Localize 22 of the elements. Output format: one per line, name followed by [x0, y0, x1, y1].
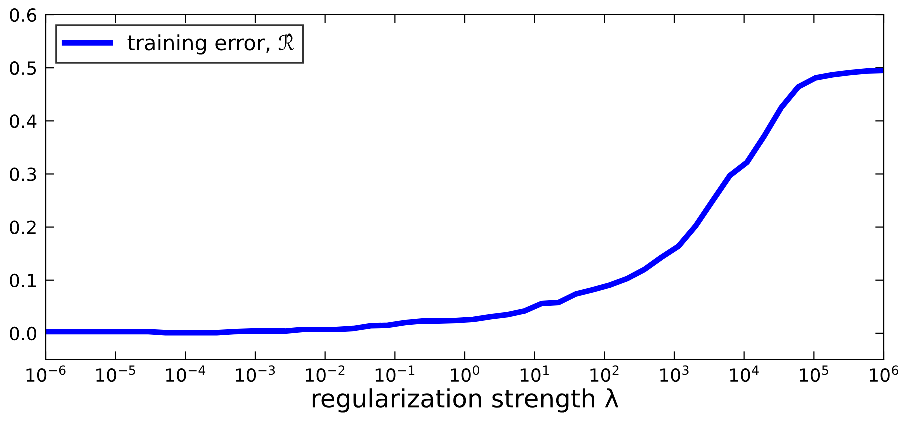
x-tick-label: 10$^{2}$: [590, 366, 619, 382]
x-tick-label: 10$^{1}$: [520, 366, 549, 382]
y-tick-label: 0.1: [10, 274, 36, 288]
y-tick-label: 0.2: [10, 220, 36, 234]
x-tick-label: 10$^{−6}$: [26, 366, 66, 382]
x-tick-label: 10$^{−5}$: [96, 366, 136, 382]
x-tick-label: 10$^{3}$: [660, 366, 689, 382]
legend-label: training error, ℛ̂: [128, 34, 294, 55]
x-tick-label: 10$^{0}$: [451, 366, 480, 382]
x-tick-label: 10$^{−2}$: [306, 366, 345, 382]
y-tick-label: 0.6: [10, 8, 37, 22]
y-tick-label: 0.4: [10, 114, 37, 128]
x-tick-label: 10$^{5}$: [800, 366, 828, 382]
x-tick-label: 10$^{−3}$: [236, 366, 276, 382]
x-tick-label: 10$^{6}$: [870, 366, 899, 382]
x-tick-label: 10$^{4}$: [730, 366, 759, 382]
y-tick-label: 0.3: [10, 168, 36, 182]
x-tick-label: 10$^{−4}$: [166, 366, 206, 382]
y-tick-label: 0.0: [10, 326, 36, 341]
y-tick-label: 0.5: [10, 62, 36, 76]
x-tick-label: 10$^{−1}$: [376, 366, 415, 382]
x-axis-title: regularization strength λ: [312, 388, 619, 413]
